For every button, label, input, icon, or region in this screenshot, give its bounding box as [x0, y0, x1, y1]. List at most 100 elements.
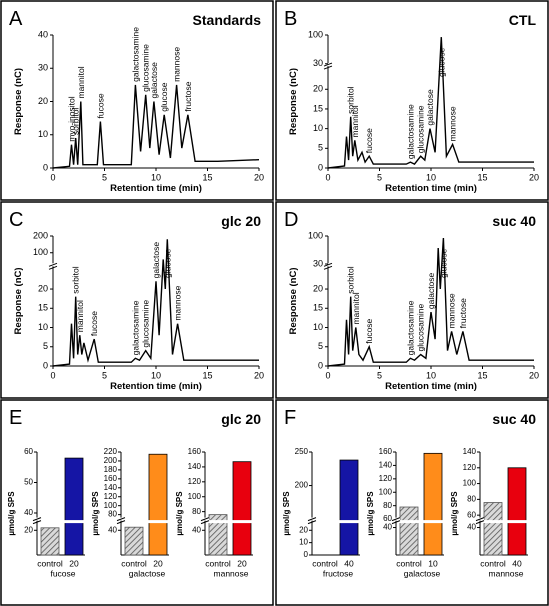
- panel-title: glc 20: [221, 213, 261, 229]
- x-axis-label: Retention time (min): [110, 183, 202, 194]
- x-tick-label: control: [396, 558, 422, 568]
- y-axis-label: µmol/g SPS: [91, 491, 100, 536]
- axis-break: [391, 520, 401, 525]
- y-tick-label: 30: [38, 63, 48, 73]
- x-axis-label: Retention time (min): [110, 381, 202, 392]
- bar: [208, 514, 228, 556]
- peak-label: sorbitol: [71, 266, 81, 294]
- peak-label: fructose: [183, 81, 193, 112]
- y-tick-label: 100: [104, 501, 118, 510]
- y-tick-label: 10: [313, 322, 323, 332]
- x-tick-label: 0: [325, 172, 330, 182]
- y-tick-label: 30: [313, 258, 323, 268]
- y-tick-label: 100: [379, 487, 393, 496]
- x-tick-label: 20: [69, 558, 79, 568]
- peak-label: glucose: [159, 82, 169, 112]
- peak-label: galactosamine: [130, 27, 140, 82]
- y-tick-label: 160: [188, 447, 202, 456]
- x-tick-label: 5: [377, 172, 382, 182]
- y-tick-label: 100: [308, 230, 323, 240]
- peak-label: fructose: [458, 298, 468, 329]
- peak-label: glucosamine: [416, 105, 426, 153]
- x-tick-label: 5: [377, 370, 382, 380]
- chromatogram-trace: [327, 237, 534, 367]
- y-tick-label: 180: [104, 465, 118, 474]
- peak-label: fucose: [364, 128, 374, 153]
- x-tick-label: 20: [529, 370, 539, 380]
- y-tick-label: 120: [104, 492, 118, 501]
- panel-title: suc 40: [492, 411, 536, 427]
- bar-break: [122, 520, 169, 524]
- y-tick-label: 20: [38, 96, 48, 106]
- chromatogram-trace: [52, 84, 260, 169]
- bar: [148, 453, 168, 556]
- x-tick-label: 5: [102, 172, 107, 182]
- x-axis-label: Retention time (min): [385, 183, 477, 194]
- bar: [423, 452, 443, 556]
- y-tick-label: 100: [463, 479, 477, 488]
- axis-break: [307, 520, 317, 525]
- y-tick-label: 20: [299, 525, 308, 534]
- y-tick-label: 20: [38, 283, 48, 293]
- y-tick-label: 40: [383, 523, 392, 532]
- x-tick-label: 20: [153, 558, 163, 568]
- x-tick-label: 20: [529, 172, 539, 182]
- peak-label: glucosamine: [141, 300, 151, 348]
- x-tick-label: control: [312, 558, 338, 568]
- y-tick-label: 20: [313, 84, 323, 94]
- x-tick-label: 20: [237, 558, 247, 568]
- x-axis-label: Retention time (min): [385, 381, 477, 392]
- x-axis-label: fructose: [323, 568, 354, 578]
- peak-label: fucose: [95, 93, 105, 118]
- y-axis-label: µmol/g SPS: [7, 491, 16, 536]
- x-tick-label: 10: [151, 370, 161, 380]
- axis-break: [323, 62, 333, 67]
- x-tick-label: 10: [426, 370, 436, 380]
- y-tick-label: 40: [24, 508, 33, 517]
- axis-break: [323, 265, 333, 270]
- peak-label: glucose: [436, 47, 446, 77]
- x-tick-label: control: [121, 558, 147, 568]
- peak-label: galactosamine: [405, 300, 415, 355]
- x-tick-label: control: [205, 558, 231, 568]
- x-axis-label: mannose: [214, 568, 249, 578]
- y-tick-label: 120: [379, 474, 393, 483]
- peak-label: myo-inositol: [67, 96, 77, 141]
- bar-break: [481, 520, 528, 524]
- panel-title: CTL: [509, 12, 537, 28]
- axis-break: [32, 517, 42, 522]
- panel-label: B: [284, 8, 297, 30]
- panel-title: glc 20: [221, 411, 261, 427]
- y-tick-label: 100: [308, 29, 323, 39]
- y-tick-label: 10: [299, 538, 308, 547]
- y-tick-label: 0: [43, 360, 48, 370]
- x-tick-label: 0: [50, 370, 55, 380]
- peak-label: galactose: [425, 89, 435, 126]
- y-axis-label: µmol/g SPS: [366, 491, 375, 536]
- y-tick-label: 40: [467, 523, 476, 532]
- y-tick-label: 20: [24, 525, 33, 534]
- y-tick-label: 15: [313, 303, 323, 313]
- y-tick-label: 140: [104, 483, 118, 492]
- y-axis-label: Response (nC): [288, 267, 299, 334]
- y-tick-label: 250: [295, 447, 309, 456]
- peak-label: glucosamine: [416, 303, 426, 351]
- y-tick-label: 15: [38, 303, 48, 313]
- x-tick-label: 40: [512, 558, 522, 568]
- x-axis-label: galactose: [404, 568, 441, 578]
- peak-label: galactosamine: [405, 104, 415, 159]
- x-tick-label: 40: [344, 558, 354, 568]
- y-tick-label: 50: [24, 478, 33, 487]
- y-tick-label: 60: [383, 514, 392, 523]
- x-tick-label: 5: [102, 370, 107, 380]
- y-tick-label: 40: [108, 525, 117, 534]
- axis-break: [307, 517, 317, 522]
- axis-break: [116, 520, 126, 525]
- x-axis-label: mannose: [489, 568, 524, 578]
- axis-break: [116, 517, 126, 522]
- y-tick-label: 10: [313, 123, 323, 133]
- panel-frame: [275, 0, 549, 201]
- axis-break: [391, 517, 401, 522]
- y-tick-label: 200: [295, 481, 309, 490]
- chromatogram-trace: [327, 37, 534, 169]
